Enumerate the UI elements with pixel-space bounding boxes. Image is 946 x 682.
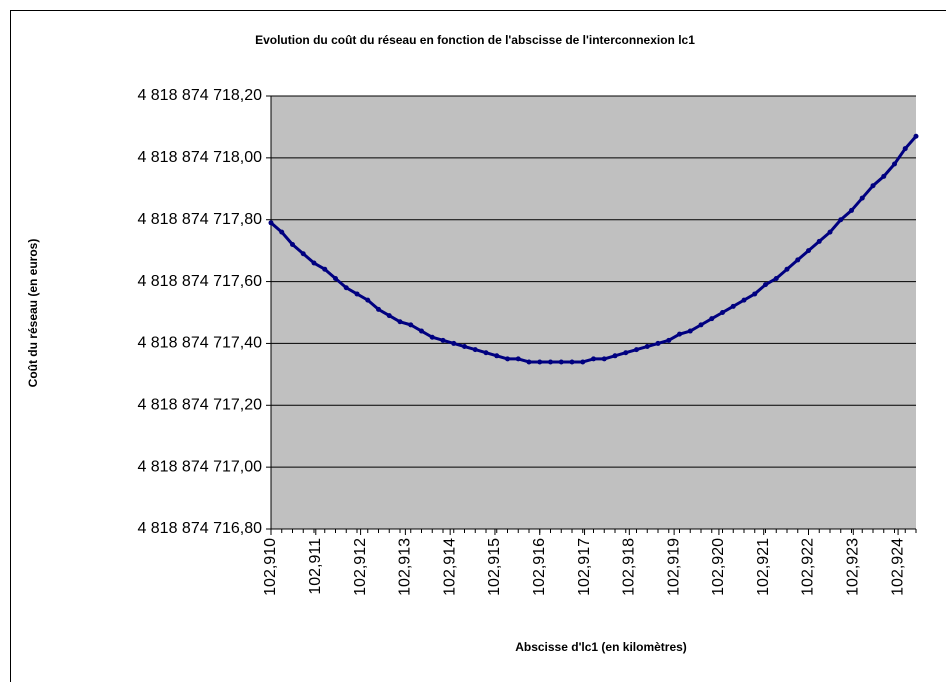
data-point	[419, 328, 424, 334]
data-point	[472, 347, 478, 353]
data-point	[505, 356, 510, 362]
data-point	[709, 316, 715, 322]
data-point	[558, 359, 564, 365]
x-tick-label: 102,916	[531, 538, 548, 596]
data-point	[881, 173, 887, 179]
data-point	[343, 285, 349, 291]
x-tick-label: 102,922	[800, 538, 817, 596]
data-point	[859, 195, 865, 201]
chart-title: Evolution du coût du réseau en fonction …	[255, 33, 695, 47]
y-tick-label: 4 818 874 717,00	[137, 458, 262, 475]
data-point	[333, 275, 338, 281]
data-point	[268, 220, 274, 226]
data-point	[290, 241, 295, 247]
x-tick-label: 102,921	[755, 538, 772, 596]
data-point	[548, 359, 553, 365]
data-point	[720, 310, 725, 315]
data-point	[644, 344, 650, 350]
data-point	[462, 344, 467, 350]
data-point	[634, 347, 639, 353]
y-tick-label: 4 818 874 717,80	[137, 211, 262, 228]
data-point	[376, 306, 381, 312]
data-point	[902, 146, 908, 152]
data-point	[494, 353, 500, 359]
data-point	[849, 207, 854, 213]
y-tick-label: 4 818 874 717,60	[137, 273, 262, 290]
data-point	[892, 161, 897, 167]
data-point	[806, 248, 811, 254]
y-tick-label: 4 818 874 716,80	[137, 520, 262, 537]
data-point	[429, 334, 435, 340]
x-tick-label: 102,914	[441, 538, 458, 596]
data-point	[451, 340, 457, 346]
data-point	[623, 350, 629, 356]
data-point	[526, 359, 532, 365]
data-point	[773, 275, 779, 281]
x-tick-label: 102,913	[397, 538, 414, 596]
data-point	[741, 297, 747, 303]
data-point	[591, 356, 596, 362]
data-point	[655, 340, 661, 346]
data-point	[827, 229, 833, 235]
data-point	[698, 322, 704, 328]
data-point	[537, 359, 543, 365]
x-tick-label: 102,912	[352, 538, 369, 596]
data-point	[870, 183, 876, 189]
data-point	[677, 331, 682, 337]
x-tick-label: 102,911	[307, 538, 324, 595]
data-point	[612, 353, 618, 359]
data-point	[397, 319, 403, 325]
data-point	[838, 217, 844, 223]
x-tick-label: 102,917	[576, 538, 593, 596]
x-tick-label: 102,920	[710, 538, 727, 596]
x-tick-label: 102,923	[845, 538, 862, 596]
x-tick-label: 102,915	[486, 538, 503, 596]
data-point	[279, 229, 285, 235]
y-axis-label: Coût du réseau (en euros)	[26, 239, 40, 388]
data-point	[784, 266, 790, 272]
data-point	[816, 238, 822, 244]
data-point	[300, 251, 306, 257]
data-point	[311, 260, 317, 266]
data-point	[666, 337, 672, 343]
y-tick-label: 4 818 874 717,20	[137, 397, 262, 414]
data-point	[483, 350, 489, 356]
y-tick-label: 4 818 874 718,20	[137, 87, 262, 104]
data-point	[752, 291, 758, 297]
x-tick-label: 102,924	[889, 538, 906, 596]
data-point	[408, 322, 414, 328]
data-point	[440, 337, 446, 343]
x-tick-label: 102,919	[665, 538, 682, 596]
data-point	[763, 282, 768, 288]
data-point	[386, 313, 392, 319]
y-tick-label: 4 818 874 717,40	[137, 335, 262, 352]
data-point	[580, 359, 586, 365]
plot-area	[271, 96, 916, 529]
data-point	[515, 356, 521, 362]
x-tick-label: 102,918	[621, 538, 638, 596]
data-point	[601, 356, 607, 362]
data-point	[730, 303, 736, 309]
data-point	[365, 297, 371, 303]
data-point	[322, 266, 328, 272]
y-tick-label: 4 818 874 718,00	[137, 149, 262, 166]
data-point	[354, 291, 360, 297]
x-tick-label: 102,910	[262, 538, 279, 596]
data-point	[687, 328, 693, 334]
data-point	[569, 359, 575, 365]
x-axis-label: Abscisse d'lc1 (en kilomètres)	[515, 640, 687, 654]
data-point	[795, 257, 801, 263]
data-point	[913, 133, 919, 139]
